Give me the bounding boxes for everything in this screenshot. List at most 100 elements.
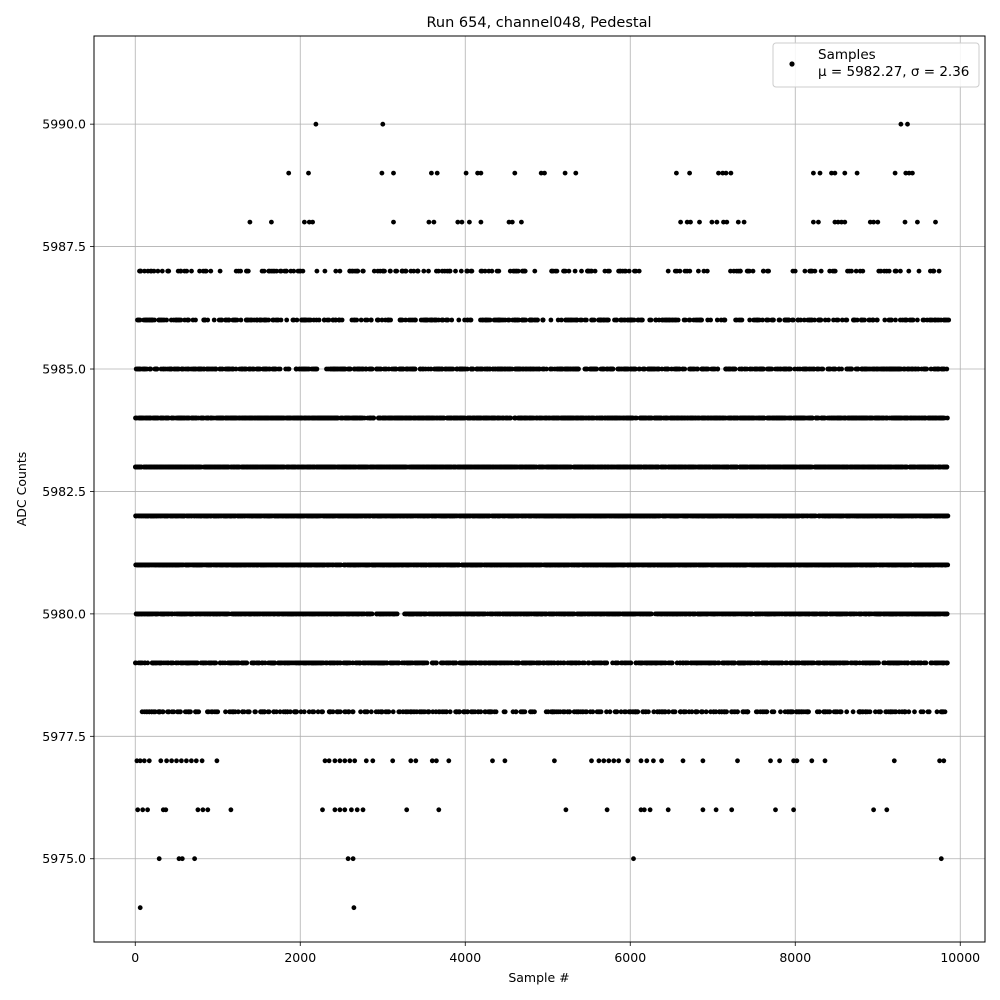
sample-point	[394, 611, 400, 617]
sample-point	[689, 709, 695, 715]
sample-point	[532, 709, 537, 715]
sample-point	[716, 660, 722, 666]
sample-point	[301, 709, 307, 715]
sample-point	[298, 709, 304, 715]
sample-point	[614, 709, 620, 715]
sample-point	[771, 709, 777, 715]
sample-point	[277, 709, 283, 715]
sample-point	[646, 709, 651, 715]
sample-point	[246, 709, 252, 715]
sample-point	[878, 709, 883, 715]
sample-point	[306, 709, 312, 715]
sample-point	[364, 709, 370, 715]
sample-point	[195, 660, 200, 666]
sample-point	[244, 660, 250, 666]
sample-point	[235, 709, 241, 715]
sample-point	[337, 709, 343, 715]
sample-point	[171, 709, 177, 715]
sample-point	[223, 709, 228, 715]
sample-point	[694, 709, 700, 715]
points-layer	[133, 121, 952, 911]
sample-point	[934, 709, 940, 715]
sample-point	[424, 660, 430, 666]
sample-point	[666, 709, 672, 715]
sample-point	[145, 660, 151, 666]
chart-title: Run 654, channel048, Pedestal	[426, 15, 651, 31]
sample-point	[160, 709, 166, 715]
sample-point	[266, 709, 272, 715]
sample-point	[651, 709, 657, 715]
sample-point	[379, 709, 385, 715]
sample-point	[873, 709, 878, 715]
sample-point	[294, 709, 300, 715]
sample-point	[384, 660, 390, 666]
sample-point	[590, 709, 596, 715]
sample-point	[764, 709, 770, 715]
sample-point	[628, 660, 634, 666]
sample-point	[893, 709, 899, 715]
sample-point	[582, 660, 587, 666]
sample-point	[350, 709, 356, 715]
sample-point	[745, 709, 751, 715]
sample-point	[513, 709, 519, 715]
sample-point	[522, 709, 528, 715]
sample-point	[779, 660, 785, 666]
sample-point	[683, 709, 689, 715]
sample-point	[945, 562, 951, 568]
sample-point	[196, 709, 202, 715]
sample-point	[253, 709, 258, 715]
sample-point	[827, 709, 833, 715]
sample-point	[551, 660, 557, 666]
sample-point	[311, 709, 317, 715]
sample-point	[662, 709, 668, 715]
sample-point	[672, 709, 678, 715]
sample-point	[358, 709, 363, 715]
sample-point	[735, 709, 740, 715]
sample-point	[604, 660, 610, 666]
sample-point	[867, 709, 873, 715]
sample-point	[838, 709, 844, 715]
sample-point	[623, 709, 628, 715]
sample-point	[906, 709, 912, 715]
sample-point	[386, 709, 392, 715]
sample-point	[465, 709, 471, 715]
sample-point	[604, 709, 609, 715]
sample-point	[905, 660, 911, 666]
sample-point	[649, 611, 654, 617]
sample-point	[241, 709, 247, 715]
sample-point	[274, 709, 279, 715]
sample-point	[188, 709, 193, 715]
sample-point	[817, 709, 822, 715]
sample-point	[713, 709, 719, 715]
sample-point	[618, 709, 624, 715]
sample-point	[338, 660, 343, 666]
sample-point	[598, 709, 604, 715]
sample-point	[944, 611, 950, 617]
sample-point	[457, 709, 462, 715]
sample-point	[586, 660, 592, 666]
sample-point	[703, 709, 709, 715]
sample-point	[447, 709, 453, 715]
sample-point	[262, 660, 268, 666]
sample-point	[215, 709, 221, 715]
sample-point	[272, 660, 278, 666]
sample-point	[903, 709, 908, 715]
sample-point	[845, 660, 850, 666]
sample-point	[434, 660, 439, 666]
sample-point	[756, 660, 762, 666]
sample-point	[390, 709, 396, 715]
sample-point	[287, 709, 293, 715]
sample-point	[444, 709, 449, 715]
sample-point	[778, 709, 783, 715]
sample-point	[478, 709, 484, 715]
sample-point	[732, 660, 738, 666]
sample-point	[942, 709, 948, 715]
sample-point	[912, 709, 917, 715]
sample-point	[493, 709, 499, 715]
sample-point	[369, 611, 375, 617]
sample-point	[615, 660, 621, 666]
sample-point	[850, 709, 856, 715]
sample-point	[262, 709, 268, 715]
